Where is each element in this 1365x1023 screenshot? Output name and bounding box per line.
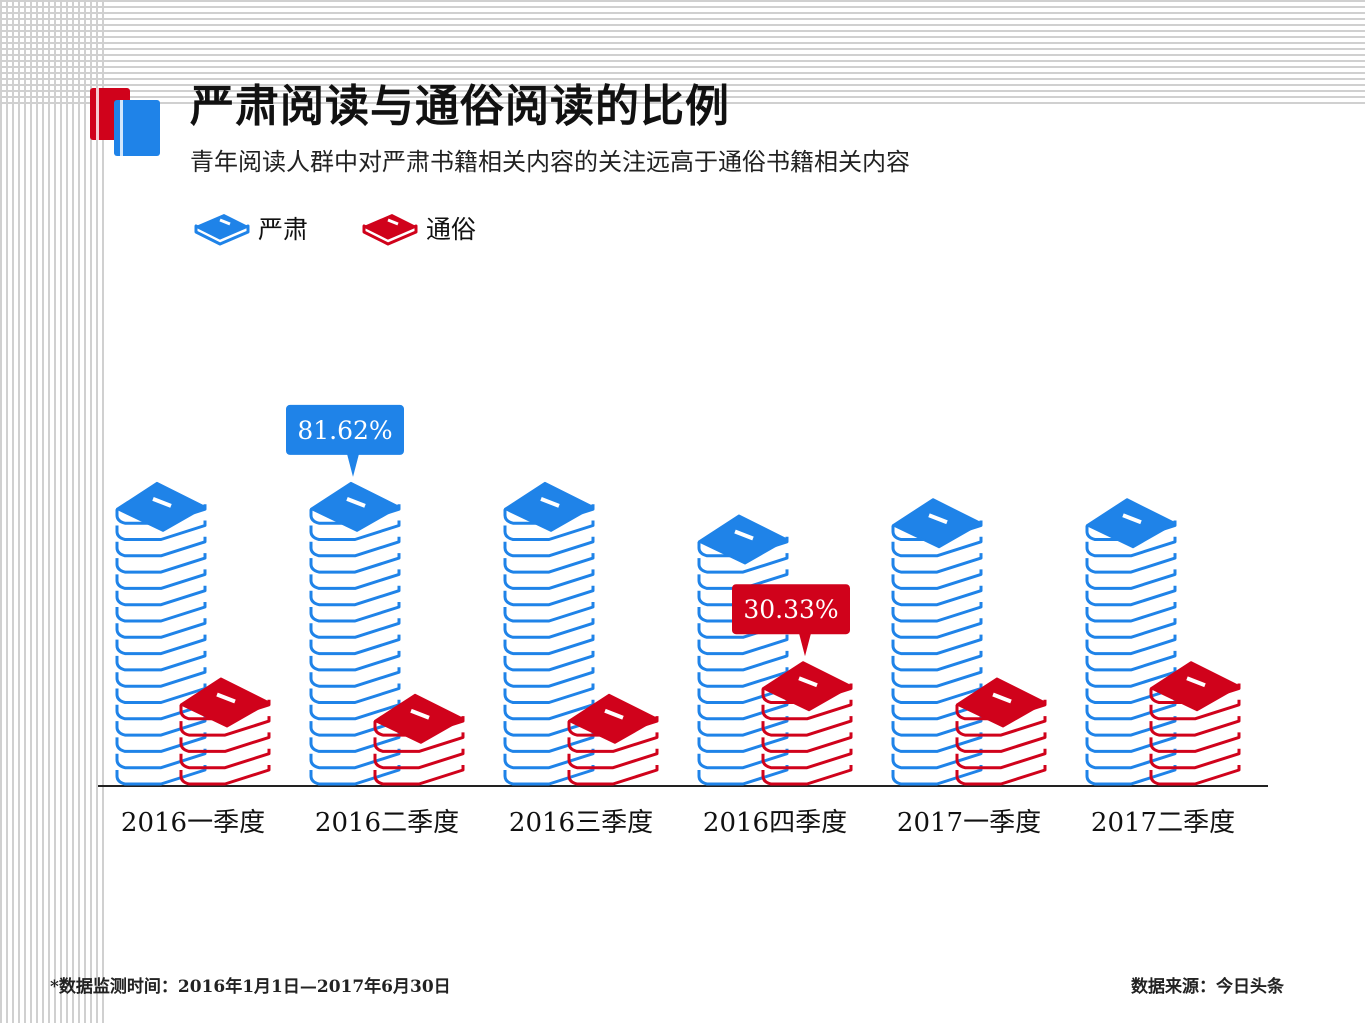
- callout-label: 30.33%: [743, 595, 838, 624]
- book-stack-serious-2: [503, 481, 595, 786]
- value-callout-serious: 81.62%: [286, 404, 404, 477]
- book-stack-popular-2: [567, 693, 659, 786]
- legend-label-popular: 通俗: [426, 215, 477, 244]
- x-tick-label: 2016二季度: [315, 808, 459, 838]
- red-book-icon: [362, 214, 418, 246]
- x-tick-label: 2016一季度: [121, 808, 265, 838]
- blue-book-icon: [194, 214, 250, 246]
- book-stack-serious-3: [697, 514, 789, 786]
- x-tick-label: 2017二季度: [1091, 808, 1235, 838]
- book-stack-serious-4: [891, 498, 983, 786]
- book-stack-serious-0: [115, 481, 207, 786]
- book-stack-popular-4: [955, 677, 1047, 786]
- legend-label-serious: 严肃: [258, 215, 309, 244]
- chart-subtitle: 青年阅读人群中对严肃书籍相关内容的关注远高于通俗书籍相关内容: [190, 148, 910, 176]
- legend-item-serious: 严肃: [194, 210, 308, 246]
- book-stack-serious-5: [1085, 498, 1177, 786]
- book-stack-popular-0: [179, 677, 271, 786]
- callout-label: 81.62%: [297, 416, 392, 445]
- x-tick-label: 2017一季度: [897, 808, 1041, 838]
- legend-item-popular: 通俗: [362, 210, 476, 246]
- book-stack-popular-1: [373, 693, 465, 786]
- value-callout-popular: 30.33%: [732, 584, 850, 657]
- book-stack-popular-3: [761, 661, 853, 786]
- x-tick-label: 2016四季度: [703, 808, 847, 838]
- footnote: *数据监测时间：2016年1月1日—2017年6月30日: [50, 977, 451, 997]
- x-tick-label: 2016三季度: [509, 808, 653, 838]
- book-stack-serious-1: [309, 481, 401, 786]
- data-source: 数据来源：今日头条: [1131, 977, 1284, 997]
- book-logo-icon: [88, 84, 162, 162]
- book-stack-popular-5: [1149, 661, 1241, 786]
- chart-title: 严肃阅读与通俗阅读的比例: [190, 81, 730, 132]
